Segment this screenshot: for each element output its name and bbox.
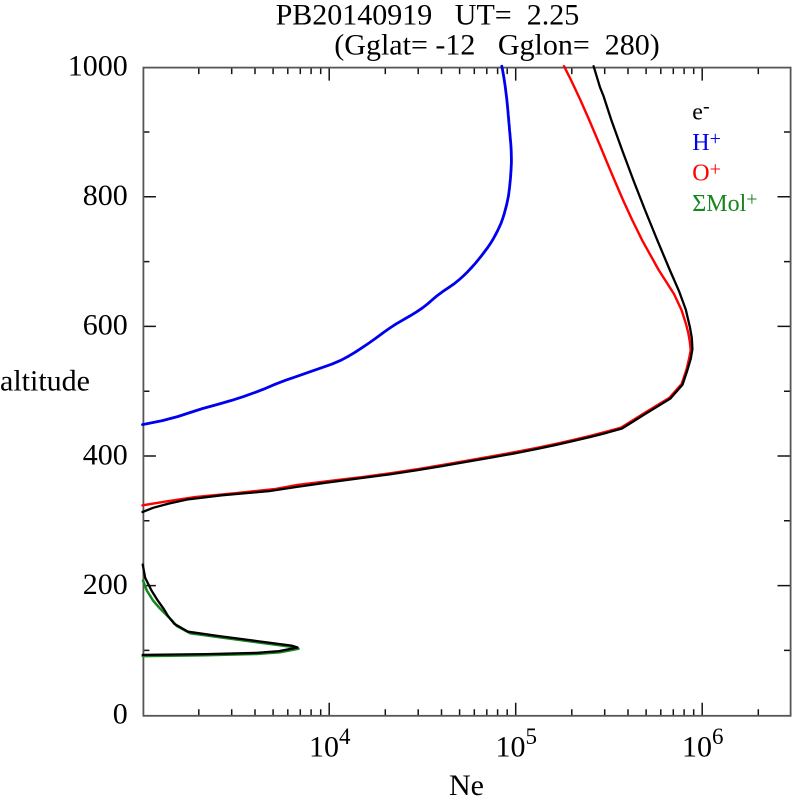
svg-text:PB20140919 UT= 2.25: PB20140919 UT= 2.25 bbox=[276, 0, 580, 31]
svg-text:800: 800 bbox=[83, 179, 128, 212]
svg-text:400: 400 bbox=[83, 438, 128, 471]
svg-text:0: 0 bbox=[113, 698, 128, 731]
svg-text:altitude: altitude bbox=[0, 364, 90, 397]
svg-text:(Gglat= -12 Gglon= 280): (Gglat= -12 Gglon= 280) bbox=[334, 28, 659, 61]
svg-text:200: 200 bbox=[83, 568, 128, 601]
svg-text:1000: 1000 bbox=[68, 50, 128, 83]
svg-text:Ne: Ne bbox=[449, 769, 484, 796]
svg-text:600: 600 bbox=[83, 309, 128, 342]
